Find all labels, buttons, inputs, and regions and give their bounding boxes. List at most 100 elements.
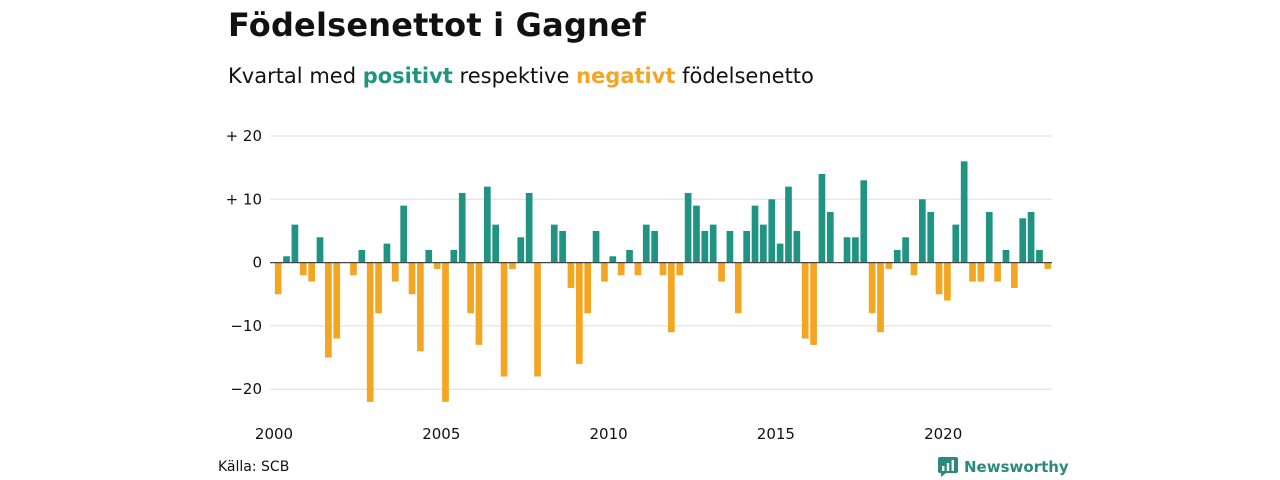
bar-2012K4 xyxy=(701,230,709,263)
bar-2000K4 xyxy=(299,262,307,276)
bar-2021K4 xyxy=(1002,249,1010,263)
bar-2011K3 xyxy=(659,262,667,276)
bar-2009K3 xyxy=(592,230,600,263)
subtitle-positive-word: positivt xyxy=(362,64,453,88)
bar-2015K1 xyxy=(776,243,784,263)
bar-2007K4 xyxy=(534,262,541,377)
bar-2018K4 xyxy=(902,237,909,263)
bar-2000K2 xyxy=(283,256,290,263)
chart-subtitle: Kvartal med positivt respektive negativt… xyxy=(228,64,814,88)
bar-2021K1 xyxy=(977,262,985,282)
subtitle-middle: respektive xyxy=(459,64,570,88)
bar-2020K4 xyxy=(969,262,976,282)
bar-2003K3 xyxy=(391,262,399,282)
bar-2022K2 xyxy=(1019,218,1027,263)
bar-2015K2 xyxy=(785,186,792,263)
bar-2006K4 xyxy=(500,262,508,377)
bar-2011K2 xyxy=(651,230,658,263)
bar-2018K1 xyxy=(877,262,884,333)
bar-2011K1 xyxy=(642,224,650,263)
x-tick-label: 2020 xyxy=(924,425,962,443)
bar-2019K4 xyxy=(935,262,943,295)
bar-2007K3 xyxy=(525,192,533,263)
bar-2002K4 xyxy=(366,262,374,402)
brand-name: Newsworthy xyxy=(964,458,1069,476)
gridlines xyxy=(270,135,1052,390)
y-tick-label: 0 xyxy=(252,254,262,272)
x-tick-label: 2010 xyxy=(590,425,628,443)
brand-logo: Newsworthy xyxy=(938,456,1069,478)
bar-2003K2 xyxy=(383,243,391,263)
bar-2006K3 xyxy=(492,224,500,263)
bars xyxy=(274,161,1052,402)
bar-2009K1 xyxy=(576,262,583,364)
bar-2005K4 xyxy=(467,262,474,314)
bar-2001K3 xyxy=(325,262,332,358)
bar-2013K2 xyxy=(718,262,725,282)
newsworthy-logo-icon xyxy=(938,457,958,477)
bar-2003K4 xyxy=(400,205,408,263)
bar-2017K4 xyxy=(868,262,876,314)
bar-2010K3 xyxy=(626,249,633,263)
bar-2000K1 xyxy=(274,262,282,295)
bar-2020K2 xyxy=(952,224,960,263)
bar-2017K1 xyxy=(843,237,851,263)
bar-2011K4 xyxy=(668,262,675,333)
bar-2005K3 xyxy=(458,192,466,263)
bar-2018K3 xyxy=(893,249,901,263)
y-tick-label: −20 xyxy=(230,380,262,398)
x-tick-label: 2005 xyxy=(422,425,460,443)
bar-2002K3 xyxy=(358,249,366,263)
bar-2022K4 xyxy=(1036,249,1043,263)
bar-2010K2 xyxy=(617,262,625,276)
bar-2015K3 xyxy=(793,230,801,263)
y-tick-label: + 10 xyxy=(226,190,262,208)
bar-2016K3 xyxy=(826,211,834,263)
bar-2022K1 xyxy=(1011,262,1018,288)
subtitle-suffix: födelsenetto xyxy=(682,64,814,88)
bar-2008K3 xyxy=(559,230,566,263)
subtitle-prefix: Kvartal med xyxy=(228,64,357,88)
bar-2009K4 xyxy=(601,262,608,282)
bar-2019K1 xyxy=(910,262,918,276)
bar-2007K1 xyxy=(509,262,516,269)
bar-2004K4 xyxy=(433,262,441,269)
bar-2009K2 xyxy=(584,262,592,314)
subtitle-negative-word: negativt xyxy=(576,64,676,88)
bar-2014K1 xyxy=(743,230,750,263)
bar-2017K3 xyxy=(860,180,868,263)
bar-2017K2 xyxy=(852,237,859,263)
x-tick-label: 2015 xyxy=(757,425,795,443)
bar-2007K2 xyxy=(517,237,525,263)
bar-2005K2 xyxy=(450,249,458,263)
bar-2013K3 xyxy=(726,230,734,263)
bar-2014K3 xyxy=(760,224,767,263)
bar-2008K2 xyxy=(550,224,558,263)
bar-2021K3 xyxy=(994,262,1001,282)
axes: + 20 + 10 0 −10 −20 2000 2005 2010 2015 2020 xyxy=(226,127,1052,443)
bar-2005K1 xyxy=(442,262,449,402)
bar-2012K3 xyxy=(693,205,700,263)
bar-2006K2 xyxy=(483,186,491,263)
bar-chart: + 20 + 10 0 −10 −20 2000 2005 2010 2015 2020 xyxy=(226,127,1052,443)
y-tick-label: −10 xyxy=(230,317,262,335)
bar-2001K4 xyxy=(333,262,341,339)
bar-2001K1 xyxy=(308,262,315,282)
bar-2008K4 xyxy=(567,262,575,288)
bar-2019K3 xyxy=(927,211,935,263)
bar-2014K4 xyxy=(768,199,776,263)
bar-2021K2 xyxy=(985,211,993,263)
y-tick-label: + 20 xyxy=(226,127,262,145)
bar-2016K2 xyxy=(818,173,826,263)
bar-2006K1 xyxy=(475,262,483,345)
bar-2020K3 xyxy=(960,161,968,263)
bar-2003K1 xyxy=(375,262,382,314)
bar-2012K1 xyxy=(676,262,684,276)
bar-2001K2 xyxy=(316,237,324,263)
bar-2013K1 xyxy=(709,224,717,263)
bar-2019K2 xyxy=(918,199,926,263)
bar-2002K2 xyxy=(350,262,357,276)
bar-2018K2 xyxy=(885,262,893,269)
bar-2015K4 xyxy=(801,262,809,339)
bar-2004K2 xyxy=(417,262,424,352)
